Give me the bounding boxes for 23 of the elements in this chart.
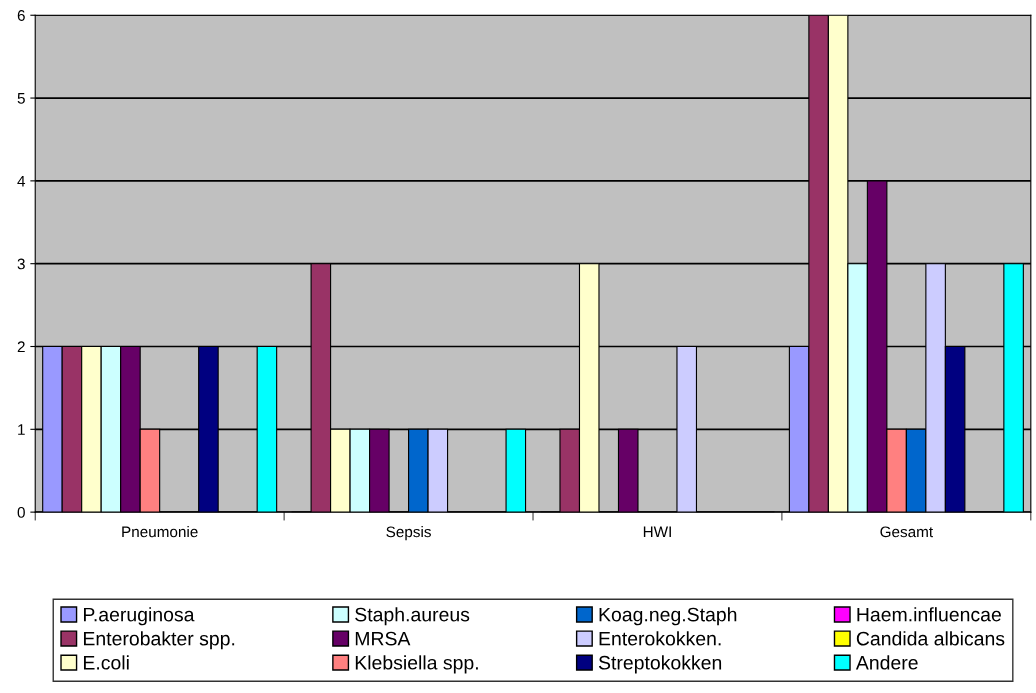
y-tick-label: 5 [17, 93, 25, 104]
legend-label: MRSA [355, 631, 411, 646]
x-tick-label: Gesamt [880, 526, 933, 538]
legend-label: Candida albicans [856, 631, 1005, 646]
legend-label: E.coli [84, 655, 129, 670]
legend-label: Enterobakter spp. [84, 631, 235, 650]
x-tick-label: Pneumonie [122, 526, 198, 538]
x-tick-label: Sepsis [386, 526, 431, 541]
y-tick-label: 3 [17, 258, 25, 270]
legend-label: Enterokokken. [599, 631, 721, 646]
legend-label: Staph.aureus [355, 607, 470, 626]
x-tick-label: HWI [643, 526, 671, 538]
legend-label: Andere [855, 655, 918, 670]
y-tick-label: 4 [17, 175, 26, 187]
legend-label: Klebsiella spp. [355, 655, 478, 674]
legend-label: P.aeruginosa [84, 607, 195, 626]
legend-label: Streptokokken [598, 655, 722, 674]
legend-label: Koag.neg.Staph [599, 607, 737, 626]
y-tick-label: 2 [17, 341, 25, 353]
legend-label: Haem.influencae [857, 607, 1001, 622]
y-tick-label: 0 [17, 506, 25, 518]
y-tick-label: 6 [17, 10, 25, 21]
y-tick-label: 1 [18, 424, 25, 435]
